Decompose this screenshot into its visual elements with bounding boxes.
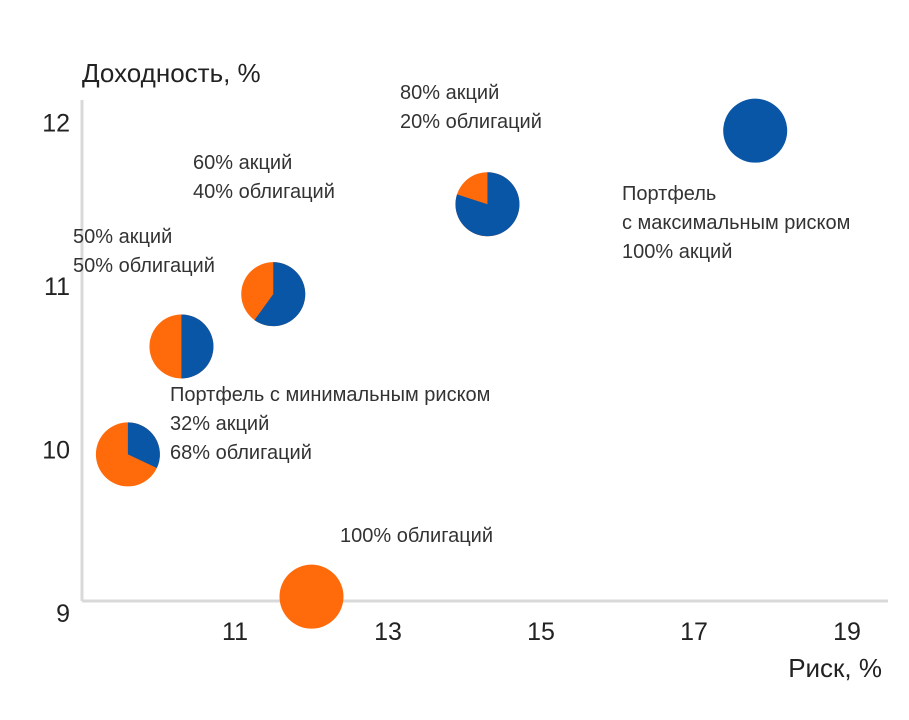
x-tick-label-19: 19 (833, 618, 861, 646)
y-tick-label-11: 11 (44, 273, 70, 301)
x-tick-label-15: 15 (527, 618, 555, 646)
bonds-slice (279, 564, 344, 629)
point-label-4: 60% акций 40% облигаций (193, 152, 335, 203)
portfolio-annotations: 100% облигаций Портфель с минимальным рис… (73, 82, 850, 547)
x-tick-label-11: 11 (222, 618, 248, 646)
portfolio-point-5 (455, 172, 520, 237)
point-label-1: 100% облигаций (340, 525, 493, 547)
y-tick-label-10: 10 (42, 437, 70, 465)
point-label-5: 80% акций 20% облигаций (400, 82, 542, 133)
point-label-line: 100% облигаций (340, 525, 493, 547)
y-tick-label-12: 12 (42, 110, 70, 138)
tick-labels: 11 13 15 17 19 9 10 11 12 (42, 110, 861, 647)
x-tick-label-13: 13 (374, 618, 402, 646)
portfolio-point-2 (95, 422, 160, 487)
portfolio-point-3 (149, 314, 214, 379)
point-label-line: 50% акций (73, 226, 172, 248)
point-label-line: Портфель с минимальным риском (170, 384, 490, 406)
point-label-line: 40% облигаций (193, 181, 335, 203)
point-label-6: Портфель с максимальным риском 100% акций (622, 183, 850, 263)
point-label-line: 68% облигаций (170, 442, 312, 464)
stocks-slice (254, 262, 306, 327)
y-tick-label-9: 9 (56, 600, 70, 628)
stocks-slice (127, 422, 160, 469)
point-label-line: 80% акций (400, 82, 499, 104)
x-axis-title: Риск, % (788, 653, 882, 683)
stocks-slice (455, 172, 520, 237)
point-label-line: 50% облигаций (73, 255, 215, 277)
portfolio-point-6 (723, 98, 788, 163)
portfolio-point-1 (279, 564, 344, 629)
point-label-2: Портфель с минимальным риском 32% акций 68… (170, 384, 490, 464)
x-tick-label-17: 17 (680, 618, 708, 646)
point-label-line: 20% облигаций (400, 111, 542, 133)
portfolio-point-4 (241, 262, 306, 327)
portfolio-points (95, 98, 788, 629)
point-label-line: 60% акций (193, 152, 292, 174)
point-label-line: 32% акций (170, 413, 269, 435)
stocks-slice (723, 98, 788, 163)
y-axis-title: Доходность, % (82, 58, 261, 88)
point-label-3: 50% акций 50% облигаций (73, 226, 215, 277)
point-label-line: Портфель (622, 183, 716, 205)
point-label-line: с максимальным риском (622, 212, 850, 234)
point-label-line: 100% акций (622, 241, 732, 263)
stocks-slice (181, 314, 214, 379)
